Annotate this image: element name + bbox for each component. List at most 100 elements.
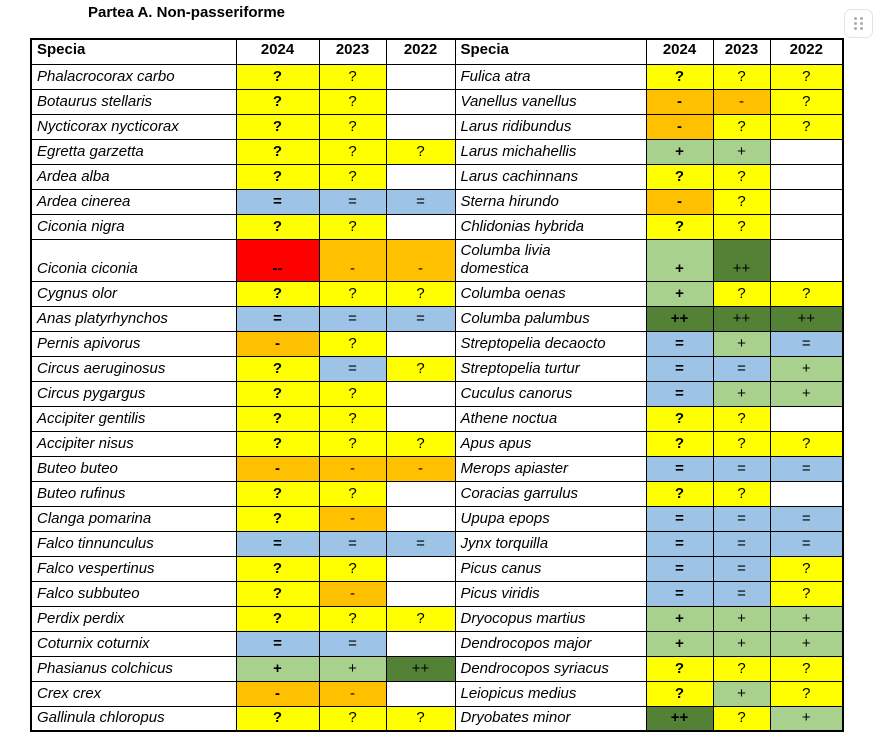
trend-value-cell: =	[235, 630, 320, 657]
trend-value-cell: --	[235, 238, 320, 282]
trend-value-cell: ?	[769, 280, 844, 307]
species-name-cell: Picus viridis	[454, 580, 647, 607]
species-name-cell: Larus michahellis	[454, 138, 647, 165]
trend-value-cell: ?	[318, 88, 387, 115]
trend-value-cell: ?	[235, 580, 320, 607]
trend-value-cell: =	[318, 305, 387, 332]
trend-value-cell: =	[318, 630, 387, 657]
trend-value-cell: ?	[645, 213, 714, 240]
drag-handle-button[interactable]	[844, 9, 873, 38]
trend-value-cell: ?	[645, 655, 714, 682]
trend-value-cell: =	[712, 555, 771, 582]
trend-value-cell: =	[235, 305, 320, 332]
trend-value-cell: =	[769, 530, 844, 557]
trend-value-cell: ?	[235, 138, 320, 165]
species-name-cell: Egretta garzetta	[30, 138, 237, 165]
trend-value-cell: ++	[712, 305, 771, 332]
trend-value-cell: ?	[769, 680, 844, 707]
trend-value-cell	[385, 630, 456, 657]
table-row: Buteo buteo - - - Merops apiaster = = =	[30, 455, 844, 482]
species-name-cell: Leiopicus medius	[454, 680, 647, 707]
trend-value-cell: ?	[769, 113, 844, 140]
trend-value-cell: ?	[385, 705, 456, 732]
trend-value-cell	[385, 213, 456, 240]
species-name-cell: Gallinula chloropus	[30, 705, 237, 732]
trend-value-cell: ?	[318, 280, 387, 307]
table-row: Falco vespertinus?? Picus canus = =?	[30, 555, 844, 582]
trend-value-cell: =	[645, 455, 714, 482]
trend-value-cell: +	[712, 605, 771, 632]
table-row: Circus aeruginosus? =? Streptopelia turtur…	[30, 355, 844, 382]
trend-value-cell: ?	[645, 680, 714, 707]
table-row: Accipiter nisus??? Apus apus???	[30, 430, 844, 457]
species-name-cell: Streptopelia turtur	[454, 355, 647, 382]
trend-value-cell	[385, 88, 456, 115]
table-row: Buteo rufinus?? Coracias garrulus??	[30, 480, 844, 507]
col-header-2022-right: 2022	[769, 38, 844, 65]
species-name-cell: Streptopelia decaocto	[454, 330, 647, 357]
species-name-cell: Ciconia nigra	[30, 213, 237, 240]
trend-value-cell: ?	[235, 113, 320, 140]
trend-value-cell	[769, 238, 844, 282]
trend-value-cell: ++	[385, 655, 456, 682]
trend-value-cell: ?	[769, 655, 844, 682]
species-name-cell: Cygnus olor	[30, 280, 237, 307]
trend-value-cell: +	[645, 280, 714, 307]
trend-value-cell: +	[769, 705, 844, 732]
trend-value-cell: =	[645, 580, 714, 607]
trend-value-cell: ?	[318, 330, 387, 357]
trend-value-cell: -	[645, 188, 714, 215]
species-name-cell: Dendrocopos major	[454, 630, 647, 657]
trend-value-cell: ?	[235, 163, 320, 190]
species-name-cell: Pernis apivorus	[30, 330, 237, 357]
trend-value-cell: ?	[645, 63, 714, 90]
trend-value-cell: -	[385, 238, 456, 282]
species-name-cell: Chlidonias hybrida	[454, 213, 647, 240]
trend-value-cell: ?	[769, 555, 844, 582]
species-name-cell: Athene noctua	[454, 405, 647, 432]
table-row: Coturnix coturnix = = Dendrocopos major + + +	[30, 630, 844, 657]
table-row: Gallinula chloropus??? Dryobates minor ++?…	[30, 705, 844, 732]
table-row: Crex crex - - Leiopicus medius? +?	[30, 680, 844, 707]
trend-value-cell: =	[712, 580, 771, 607]
species-name-cell: Circus pygargus	[30, 380, 237, 407]
trend-value-cell: ?	[318, 405, 387, 432]
trend-value-cell: ?	[318, 138, 387, 165]
trend-value-cell: =	[318, 530, 387, 557]
trend-value-cell: ?	[235, 88, 320, 115]
trend-value-cell	[385, 63, 456, 90]
trend-value-cell: ?	[385, 430, 456, 457]
table-row: Circus pygargus?? Cuculus canorus = + +	[30, 380, 844, 407]
species-name-cell: Fulica atra	[454, 63, 647, 90]
trend-value-cell: ?	[318, 113, 387, 140]
trend-value-cell: ?	[235, 705, 320, 732]
trend-value-cell: =	[645, 530, 714, 557]
trend-value-cell: -	[645, 88, 714, 115]
trend-value-cell: ?	[712, 405, 771, 432]
trend-value-cell	[385, 580, 456, 607]
trend-value-cell: ?	[318, 705, 387, 732]
trend-value-cell: ?	[318, 605, 387, 632]
trend-value-cell: ?	[645, 405, 714, 432]
table-row: Accipiter gentilis?? Athene noctua??	[30, 405, 844, 432]
species-name-cell: Phasianus colchicus	[30, 655, 237, 682]
trend-value-cell: +	[769, 355, 844, 382]
trend-value-cell: =	[235, 188, 320, 215]
species-name-cell: Apus apus	[454, 430, 647, 457]
trend-value-cell: =	[769, 330, 844, 357]
species-name-cell: Falco vespertinus	[30, 555, 237, 582]
col-header-specia-left: Specia	[30, 38, 237, 65]
table-row: Falco tinnunculus = = = Jynx torquilla = = =	[30, 530, 844, 557]
trend-value-cell: =	[318, 188, 387, 215]
species-name-cell: Ciconia ciconia	[30, 238, 237, 282]
trend-value-cell: ?	[385, 605, 456, 632]
trend-value-cell: +	[712, 330, 771, 357]
species-name-cell: Phalacrocorax carbo	[30, 63, 237, 90]
species-name-cell: Circus aeruginosus	[30, 355, 237, 382]
table-row: Ardea alba?? Larus cachinnans??	[30, 163, 844, 190]
trend-value-cell: =	[645, 355, 714, 382]
trend-value-cell: ?	[318, 430, 387, 457]
trend-value-cell: ++	[645, 305, 714, 332]
trend-value-cell: ?	[235, 480, 320, 507]
species-name-cell: Falco tinnunculus	[30, 530, 237, 557]
